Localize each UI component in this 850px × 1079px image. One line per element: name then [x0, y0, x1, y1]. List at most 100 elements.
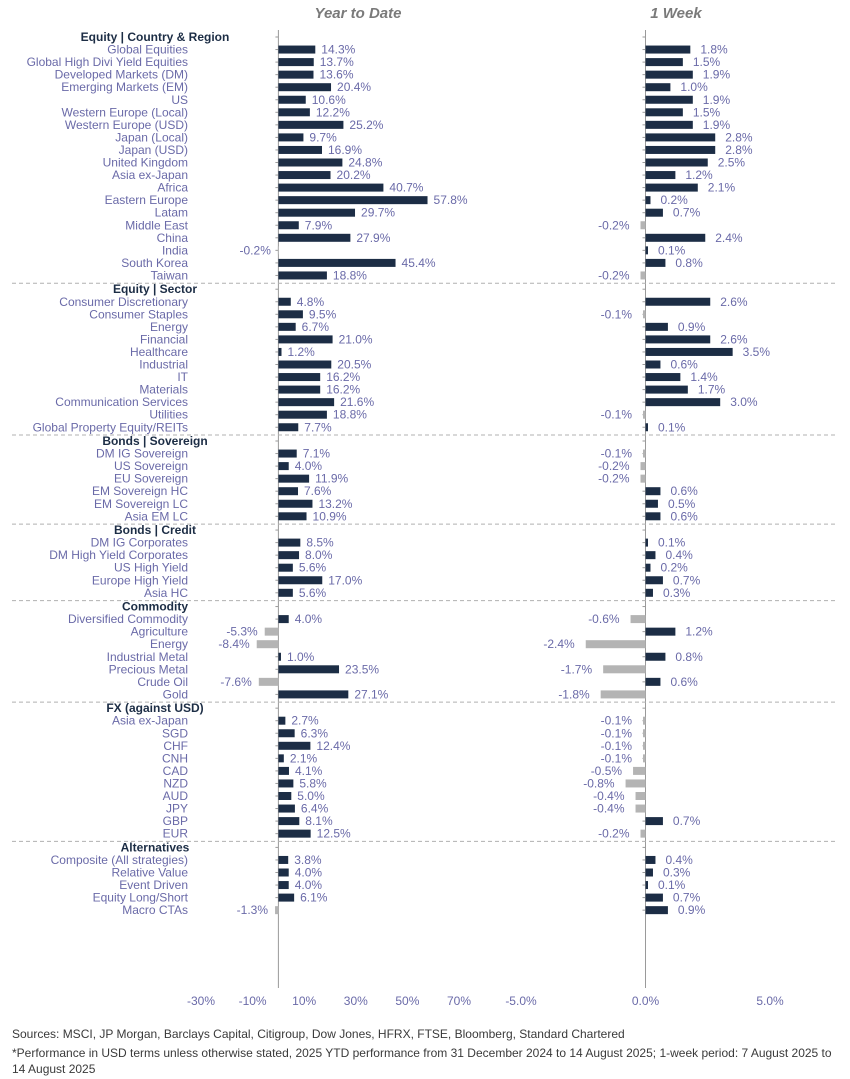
week-value-label: 1.9% — [703, 93, 731, 107]
category-label: Global Property Equity/REITs — [33, 420, 188, 434]
week-value-label: 0.6% — [670, 358, 698, 372]
ytd-value-label: 20.5% — [337, 358, 371, 372]
ytd-value-label: 3.8% — [294, 853, 322, 867]
week-value-label: -0.2% — [598, 459, 630, 473]
ytd-value-label: 12.2% — [316, 105, 350, 119]
category-label: Equity Long/Short — [93, 891, 189, 905]
ytd-bar — [278, 120, 344, 129]
week-value-label: 0.7% — [673, 891, 701, 905]
category-label: Industrial — [139, 358, 188, 372]
ytd-bar — [278, 233, 351, 242]
week-value-label: 0.6% — [670, 509, 698, 523]
ytd-bar — [278, 729, 295, 738]
ytd-value-label: 20.4% — [337, 80, 371, 94]
ytd-axis-tick-label: 30% — [344, 994, 368, 1008]
week-bar — [645, 538, 648, 547]
ytd-bar — [278, 310, 303, 319]
week-bar — [640, 271, 646, 280]
week-bar — [645, 347, 733, 356]
category-label: Asia ex-Japan — [112, 714, 188, 728]
ytd-bar — [278, 183, 384, 192]
ytd-value-label: 6.1% — [300, 891, 328, 905]
week-value-label: 1.8% — [700, 43, 728, 57]
category-label: US High Yield — [114, 561, 188, 575]
ytd-value-label: 8.0% — [305, 548, 333, 562]
category-label: AUD — [163, 789, 189, 803]
group-header: FX (against USD) — [106, 701, 203, 715]
week-bar — [643, 310, 646, 319]
week-value-label: 2.6% — [720, 332, 748, 346]
week-value-label: 0.2% — [660, 193, 688, 207]
week-value-label: -0.1% — [601, 751, 633, 765]
ytd-bar — [277, 246, 279, 255]
category-label: Global High Divi Yield Equities — [27, 55, 188, 69]
category-label: Diversified Commodity — [68, 612, 188, 626]
ytd-bar — [278, 576, 323, 585]
ytd-value-label: 1.2% — [287, 345, 315, 359]
week-value-label: 0.4% — [665, 548, 693, 562]
week-value-label: 2.4% — [715, 231, 743, 245]
ytd-value-label: 4.0% — [295, 459, 323, 473]
week-value-label: 2.8% — [725, 130, 753, 144]
week-bar — [645, 906, 668, 915]
week-value-label: 1.2% — [685, 625, 713, 639]
category-label: Emerging Markets (EM) — [61, 80, 188, 94]
ytd-bar — [278, 741, 311, 750]
ytd-bar — [264, 627, 279, 636]
week-bar — [603, 665, 646, 674]
ytd-value-label: 16.2% — [326, 383, 360, 397]
week-bar — [645, 95, 693, 104]
week-bar — [645, 208, 663, 217]
category-label: US Sovereign — [114, 459, 188, 473]
week-value-label: -0.1% — [601, 447, 633, 461]
week-bar — [645, 322, 668, 331]
week-bar — [633, 766, 646, 775]
ytd-bar — [278, 83, 332, 92]
week-axis-tick-label: 0.0% — [632, 994, 660, 1008]
week-value-label: 3.5% — [743, 345, 771, 359]
category-label: Africa — [157, 181, 188, 195]
ytd-bar — [278, 410, 327, 419]
week-bar — [600, 690, 646, 699]
week-bar — [645, 108, 683, 117]
category-label: NZD — [163, 776, 188, 790]
ytd-value-label: 12.5% — [317, 827, 351, 841]
ytd-bar — [278, 804, 295, 813]
week-bar — [645, 563, 651, 572]
category-label: CHF — [163, 739, 188, 753]
ytd-value-label: -7.6% — [220, 675, 252, 689]
week-value-label: 0.7% — [673, 814, 701, 828]
ytd-value-label: -0.2% — [240, 243, 272, 257]
ytd-value-label: 23.5% — [345, 662, 379, 676]
week-value-label: 2.8% — [725, 143, 753, 157]
category-label: Western Europe (Local) — [61, 105, 188, 119]
week-bar — [625, 779, 646, 788]
category-label: DM IG Corporates — [91, 536, 188, 550]
week-bar — [645, 627, 676, 636]
ytd-value-label: 18.8% — [333, 268, 367, 282]
week-value-label: 0.1% — [658, 536, 686, 550]
ytd-bar — [278, 829, 311, 838]
week-bar — [645, 233, 706, 242]
category-label: Global Equities — [107, 43, 188, 57]
ytd-bar — [278, 335, 333, 344]
ytd-bar — [278, 208, 356, 217]
ytd-axis-tick-label: 70% — [447, 994, 471, 1008]
week-bar — [643, 716, 646, 725]
ytd-bar — [278, 423, 299, 432]
week-bar — [645, 196, 651, 205]
week-bar — [645, 551, 656, 560]
ytd-value-label: 8.1% — [305, 814, 333, 828]
week-value-label: 0.3% — [663, 586, 691, 600]
group-header: Alternatives — [121, 840, 190, 854]
ytd-bar — [278, 70, 314, 79]
week-axis-tick-label: 5.0% — [756, 994, 784, 1008]
ytd-value-label: 5.0% — [297, 789, 325, 803]
week-bar — [640, 474, 646, 483]
week-value-label: 0.1% — [658, 878, 686, 892]
week-bar — [645, 868, 653, 877]
ytd-bar — [278, 373, 321, 382]
ytd-value-label: 18.8% — [333, 408, 367, 422]
ytd-value-label: -8.4% — [218, 637, 250, 651]
ytd-value-label: 2.1% — [290, 751, 318, 765]
